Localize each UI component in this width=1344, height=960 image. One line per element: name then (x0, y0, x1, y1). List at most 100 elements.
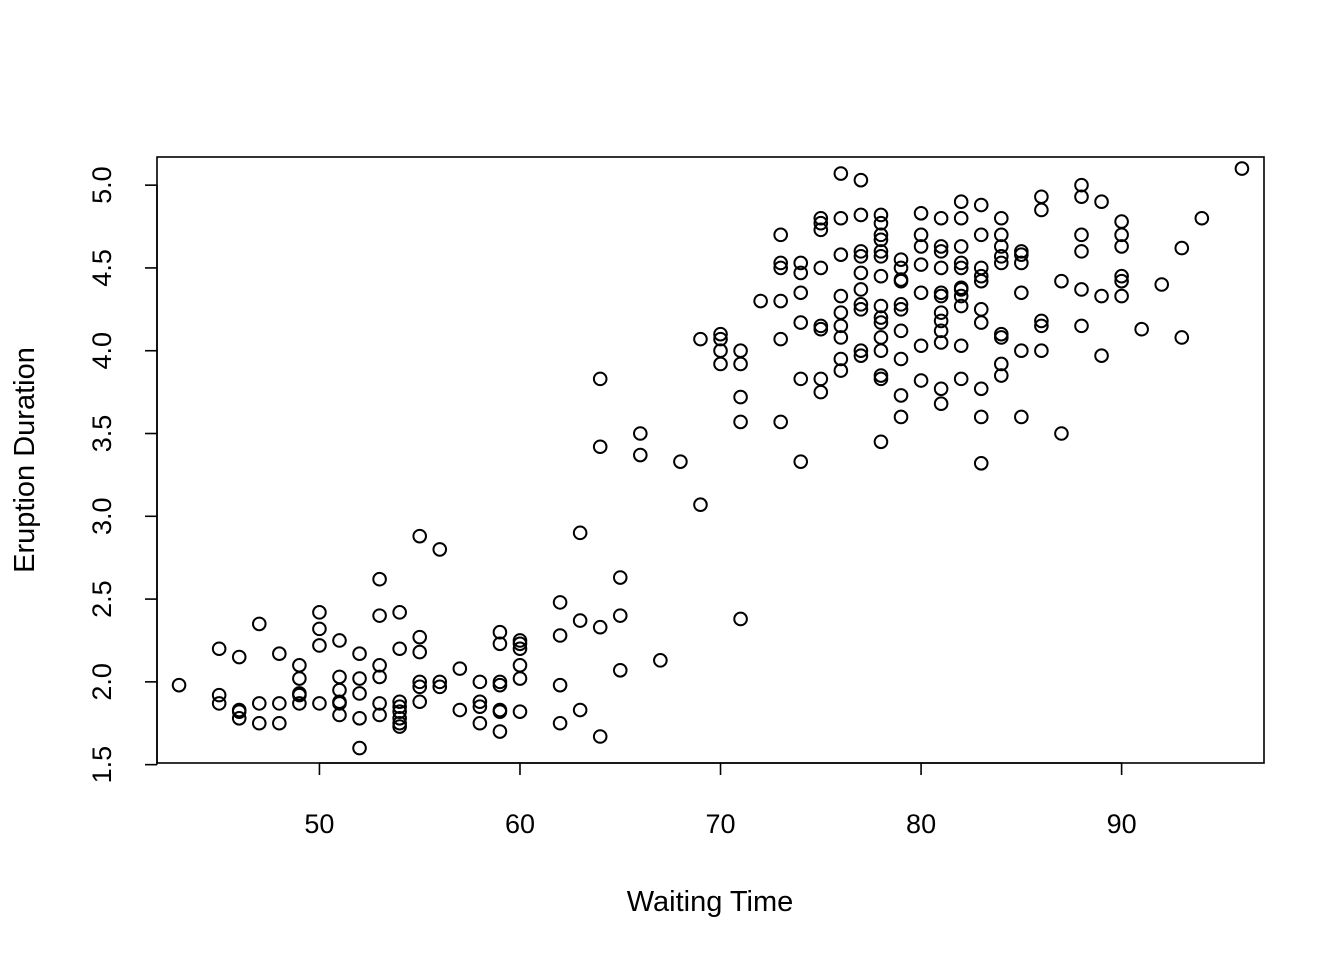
data-point (973, 197, 989, 213)
data-point (552, 715, 568, 731)
data-point (1054, 273, 1069, 289)
data-point (813, 260, 829, 276)
data-point (1074, 227, 1089, 243)
data-point (1114, 268, 1129, 284)
data-point (1234, 161, 1250, 176)
data-point (693, 331, 708, 347)
data-point (512, 704, 528, 719)
data-point (512, 641, 528, 657)
data-point (713, 356, 728, 372)
data-point (873, 244, 889, 259)
data-point (492, 724, 508, 739)
data-point (412, 644, 428, 660)
data-point (953, 239, 969, 254)
data-point (873, 434, 889, 450)
data-point (953, 298, 969, 314)
data-point (853, 348, 869, 363)
data-point (572, 525, 588, 541)
data-point (833, 210, 849, 226)
data-point (1034, 343, 1049, 359)
data-point (913, 239, 929, 254)
data-point (392, 694, 407, 710)
data-point (973, 456, 989, 471)
data-point (853, 343, 869, 359)
data-point (292, 658, 307, 673)
data-point (773, 293, 788, 309)
data-point (993, 326, 1009, 342)
data-point (352, 686, 367, 701)
data-point (472, 699, 488, 715)
data-point (1014, 244, 1029, 259)
data-point (372, 669, 387, 685)
data-point (853, 302, 869, 317)
data-point (292, 686, 307, 701)
data-point (572, 613, 588, 628)
data-point (993, 249, 1009, 264)
x-tick-label: 80 (906, 809, 936, 839)
data-point (1154, 277, 1170, 292)
data-point (552, 595, 568, 610)
data-point (933, 260, 949, 276)
data-point (913, 338, 929, 354)
data-point (893, 252, 909, 267)
data-point (211, 696, 227, 711)
data-point (833, 351, 849, 367)
data-point (1174, 330, 1190, 345)
data-point (733, 389, 748, 405)
data-point (1194, 210, 1210, 226)
data-point (733, 611, 748, 627)
data-point (392, 710, 407, 726)
data-point (793, 255, 809, 271)
data-point (352, 710, 367, 726)
plot-frame (156, 156, 1265, 764)
data-point (973, 268, 989, 284)
data-point (1094, 194, 1109, 210)
data-point (211, 687, 227, 703)
data-point (312, 605, 327, 620)
data-point (773, 255, 788, 271)
data-point (1054, 426, 1069, 441)
data-point (472, 674, 488, 690)
x-axis-title: Waiting Time (627, 886, 794, 918)
data-point (833, 288, 849, 304)
data-point (713, 331, 728, 347)
data-point (813, 215, 829, 231)
data-point (412, 674, 428, 690)
data-point (953, 210, 969, 226)
data-point (733, 356, 748, 372)
data-point (231, 704, 247, 719)
data-point (1094, 288, 1109, 304)
data-point (873, 215, 889, 231)
data-point (993, 239, 1009, 254)
data-point (953, 260, 969, 276)
data-point (873, 368, 889, 383)
data-point (592, 729, 608, 744)
data-point (973, 227, 989, 243)
data-point (492, 702, 508, 718)
data-point (853, 282, 869, 297)
data-point (392, 715, 407, 731)
data-point (953, 194, 969, 210)
data-point (1174, 240, 1190, 256)
data-point (211, 641, 227, 657)
data-point (1014, 343, 1029, 359)
data-point (933, 305, 949, 320)
data-point (352, 671, 367, 686)
y-tick-label: 2.0 (87, 663, 117, 701)
data-point (231, 710, 247, 726)
data-point (853, 172, 869, 188)
data-point (973, 409, 989, 425)
data-point (773, 227, 788, 243)
data-point (813, 210, 829, 226)
data-point (953, 338, 969, 354)
data-point (633, 447, 648, 463)
data-point (893, 388, 909, 403)
y-tick-label: 4.5 (87, 249, 117, 287)
data-point (933, 239, 949, 254)
data-point (793, 371, 809, 387)
data-point (592, 439, 608, 455)
data-point (452, 702, 468, 718)
data-point (833, 330, 849, 345)
data-point (512, 671, 528, 686)
data-point (973, 260, 989, 276)
